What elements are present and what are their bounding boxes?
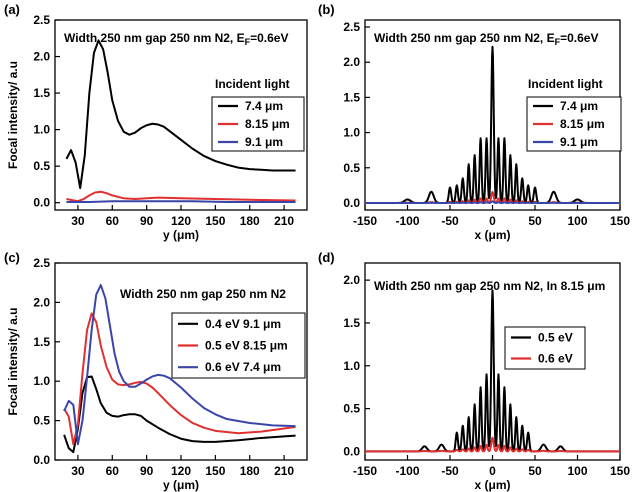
x-axis-label: y (μm) xyxy=(163,228,199,242)
series-line-1 xyxy=(365,436,620,453)
legend-label: 0.4 eV 9.1 μm xyxy=(205,317,281,331)
y-tick-label: 2.5 xyxy=(33,256,50,270)
x-tick-label: 180 xyxy=(240,214,260,228)
panel-a: (a) 30 60 90 120 150 180 210 0.0 0.5 1.0 1.5 2.0 2.5 y… xyxy=(4,2,308,242)
legend-label: 7.4 μm xyxy=(245,99,283,113)
y-axis-label: Focal intensity/ a.u xyxy=(6,61,20,169)
panel-label: (d) xyxy=(318,250,335,265)
x-axis-label: x (μm) xyxy=(474,478,510,492)
y-tick-label: 2.5 xyxy=(33,13,50,27)
y-tick-label: 2.0 xyxy=(343,273,360,287)
series-line-0 xyxy=(63,375,296,454)
x-tick-label: 0 xyxy=(489,464,496,478)
legend-label: 0.6 eV 7.4 μm xyxy=(205,360,281,374)
x-tick-label: 30 xyxy=(71,464,85,478)
series-line-1 xyxy=(63,312,296,446)
x-tick-label: 50 xyxy=(528,214,542,228)
legend-box xyxy=(504,326,586,370)
legend-label: 0.5 eV xyxy=(538,331,573,345)
panel-title: Width 250 nm gap 250 nm N2, EF=0.6eV xyxy=(374,31,598,47)
y-tick-label: 0.5 xyxy=(343,402,360,416)
y-tick-label: 1.5 xyxy=(343,90,360,104)
y-tick-label: 2.5 xyxy=(343,20,360,34)
y-tick-label: 2.0 xyxy=(33,295,50,309)
x-tick-label: -100 xyxy=(395,214,419,228)
y-axis-label: Focal intensity/ a.u xyxy=(6,307,20,415)
x-tick-label: -50 xyxy=(441,464,459,478)
x-tick-label: 210 xyxy=(274,464,294,478)
x-tick-label: 150 xyxy=(205,214,225,228)
legend-title: Incident light xyxy=(528,77,603,91)
y-tick-label: 1.5 xyxy=(33,335,50,349)
x-tick-label: 100 xyxy=(567,464,587,478)
x-tick-label: 60 xyxy=(106,464,120,478)
x-tick-label: -50 xyxy=(441,214,459,228)
x-tick-label: 50 xyxy=(528,464,542,478)
y-tick-label: 1.0 xyxy=(343,126,360,140)
x-tick-label: 60 xyxy=(106,214,120,228)
series-line-2 xyxy=(365,200,620,204)
legend: Incident light 7.4 μm 8.15 μm 9.1 μm xyxy=(526,77,622,152)
panel-label: (c) xyxy=(4,250,20,265)
panel-label: (b) xyxy=(318,2,335,17)
x-tick-label: 30 xyxy=(71,214,85,228)
legend-title: Incident light xyxy=(215,77,290,91)
series-line-0 xyxy=(65,39,296,190)
legend: 0.4 eV 9.1 μm 0.5 eV 8.15 μm 0.6 eV 7.4 μm xyxy=(171,312,306,379)
x-tick-label: 0 xyxy=(489,214,496,228)
y-tick-label: 1.0 xyxy=(33,123,50,137)
x-tick-label: 120 xyxy=(171,464,191,478)
y-tick-label: 1.5 xyxy=(33,86,50,100)
series-line-1 xyxy=(66,190,296,203)
y-tick-label: 1.5 xyxy=(343,316,360,330)
legend: Incident light 7.4 μm 8.15 μm 9.1 μm xyxy=(211,77,305,152)
x-tick-label: -150 xyxy=(353,214,377,228)
x-tick-label: -150 xyxy=(353,464,377,478)
y-tick-label: 2.0 xyxy=(33,50,50,64)
x-axis-label: y (μm) xyxy=(163,478,199,492)
x-tick-label: 100 xyxy=(567,214,587,228)
x-tick-label: 120 xyxy=(171,214,191,228)
panel-title: Width 250 nm gap 250 nm N2 xyxy=(120,287,286,301)
x-tick-label: 150 xyxy=(610,464,630,478)
legend-label: 0.5 eV 8.15 μm xyxy=(205,339,288,353)
series-line-2 xyxy=(66,200,296,203)
series-line-2 xyxy=(63,284,296,446)
x-axis-label: x (μm) xyxy=(474,228,510,242)
x-tick-label: 150 xyxy=(610,214,630,228)
legend-label: 8.15 μm xyxy=(245,117,290,131)
y-tick-label: 2.0 xyxy=(343,55,360,69)
panel-label: (a) xyxy=(4,2,20,17)
legend-label: 9.1 μm xyxy=(560,135,598,149)
panel-c: (c) 30 60 90 120 150 180 210 0.0 0.5 1.0 1.5 2.0 2.5 y… xyxy=(4,250,308,492)
legend-label: 0.6 eV xyxy=(538,352,573,366)
y-tick-label: 0.5 xyxy=(343,161,360,175)
y-tick-label: 0.0 xyxy=(33,196,50,210)
y-tick-label: 1.0 xyxy=(343,359,360,373)
y-tick-label: 0.5 xyxy=(33,414,50,428)
x-tick-label: 210 xyxy=(274,214,294,228)
y-tick-label: 0.5 xyxy=(33,159,50,173)
series-line-0 xyxy=(365,289,620,453)
legend-label: 7.4 μm xyxy=(560,99,598,113)
x-tick-label: 90 xyxy=(140,214,154,228)
x-tick-label: 90 xyxy=(140,464,154,478)
y-tick-label: 0.0 xyxy=(343,196,360,210)
x-tick-label: -100 xyxy=(395,464,419,478)
legend-label: 9.1 μm xyxy=(245,135,283,149)
panel-b: (b) -150 -100 -50 0 50 100 150 0.0 0.5 1.0 1.5 2.0 2.… xyxy=(318,2,630,242)
series-line-0 xyxy=(365,45,620,204)
panel-title: Width 250 nm gap 250 nm N2, EF=0.6eV xyxy=(64,31,288,47)
legend: 0.5 eV 0.6 eV xyxy=(504,326,586,370)
y-tick-label: 0.0 xyxy=(343,444,360,458)
panel-d: (d) -150 -100 -50 0 50 100 150 0.0 0.5 1.0 1.5 2.0 x … xyxy=(318,250,630,492)
panel-title: Width 250 nm gap 250 nm N2, In 8.15 μm xyxy=(374,279,605,293)
y-tick-label: 0.0 xyxy=(33,453,50,467)
legend-label: 8.15 μm xyxy=(560,117,605,131)
x-tick-label: 150 xyxy=(205,464,225,478)
y-tick-label: 1.0 xyxy=(33,374,50,388)
x-tick-label: 180 xyxy=(240,464,260,478)
